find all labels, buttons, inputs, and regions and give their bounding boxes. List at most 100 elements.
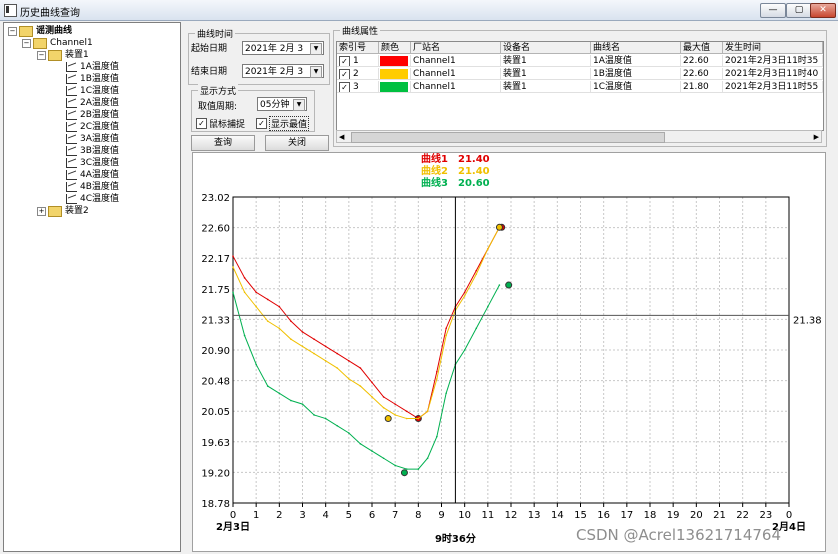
column-header[interactable]: 曲线名 (591, 42, 681, 54)
x-tick-label: 19 (667, 510, 680, 521)
horizontal-scrollbar[interactable]: ◀ ▶ (336, 130, 822, 143)
row-checkbox[interactable]: ✓ (339, 56, 350, 66)
row-index: 3 (353, 82, 359, 92)
scroll-left-icon[interactable]: ◀ (339, 133, 345, 141)
scrollbar-thumb[interactable] (351, 132, 665, 143)
start-date-value: 2021年 2月 3 (245, 44, 304, 54)
start-date-picker[interactable]: 2021年 2月 3 ▼ (242, 41, 324, 55)
query-button[interactable]: 查询 (191, 135, 255, 151)
watermark: CSDN @Acrel13621714764 (576, 526, 781, 544)
history-curve-chart[interactable]: 曲线1 21.40 曲线2 21.40 曲线3 20.60 23.02 22.60 22.17 2… (193, 152, 825, 551)
color-cell (379, 68, 411, 80)
collapse-icon[interactable]: − (37, 51, 46, 60)
series-point (278, 392, 281, 395)
column-header[interactable]: 设备名 (501, 42, 591, 54)
minimize-button[interactable]: — (760, 3, 786, 18)
line-chart-icon (66, 74, 77, 84)
series-point (266, 385, 269, 387)
maximize-button[interactable]: ▢ (786, 3, 812, 18)
mouse-capture-checkbox[interactable]: ✓ (196, 118, 207, 129)
series-point (336, 352, 339, 355)
end-date-value: 2021年 2月 3 (245, 67, 304, 77)
series-point (417, 417, 420, 420)
series-point (232, 266, 234, 268)
column-header[interactable]: 发生时间 (723, 42, 823, 54)
row-checkbox[interactable]: ✓ (339, 82, 350, 92)
column-header[interactable]: 最大值 (681, 42, 723, 54)
line-chart-icon (66, 134, 77, 144)
series-point (336, 367, 339, 369)
x-tick-label: 23 (759, 510, 772, 521)
color-cell (379, 55, 411, 67)
window-title: 历史曲线查询 (20, 8, 80, 19)
series-point (255, 305, 257, 308)
max-marker (505, 281, 513, 289)
curve-props-table[interactable]: 索引号 颜色 厂站名 设备名 曲线名 最大值 发生时间 ✓ 1 Channel1 装置1 1A温度值 2… (336, 41, 824, 131)
close-window-button[interactable]: ✕ (810, 3, 836, 18)
station-cell: Channel1 (411, 81, 501, 93)
row-index: 2 (353, 69, 359, 79)
x-tick-label: 0 (786, 510, 792, 521)
y-tick-label: 18.78 (201, 499, 230, 510)
max-value-cell: 22.60 (681, 55, 723, 67)
y-tick-label: 20.90 (201, 346, 230, 357)
legend-label: 曲线3 (421, 176, 448, 189)
period-select[interactable]: 05分钟 ▼ (257, 97, 307, 111)
column-header[interactable]: 索引号 (337, 42, 379, 54)
line-chart-icon (66, 62, 77, 72)
legend-value: 21.40 (458, 154, 490, 165)
close-button[interactable]: 关闭 (265, 135, 329, 151)
series-point (324, 360, 327, 362)
x-start-label: 2月3日 (216, 521, 250, 533)
legend-value: 21.40 (458, 166, 490, 177)
series-point (278, 327, 281, 330)
scroll-right-icon[interactable]: ▶ (813, 133, 819, 141)
color-cell (379, 81, 411, 93)
series-point (405, 410, 408, 413)
curve-tree[interactable]: − 谣测曲线 − Channel1 − 装置1 1A温度值 1B温度值 1C温度值 2… (3, 22, 181, 552)
end-date-picker[interactable]: 2021年 2月 3 ▼ (242, 64, 324, 78)
plot-area[interactable]: 曲线1 21.40 曲线2 21.40 曲线3 20.60 23.02 22.60 22.17 2… (192, 152, 826, 552)
expand-icon[interactable]: + (37, 207, 46, 216)
series-point (301, 403, 304, 405)
period-value: 05分钟 (260, 100, 290, 110)
series-point (498, 284, 501, 286)
y-tick-label: 21.75 (201, 285, 230, 296)
column-header[interactable]: 颜色 (379, 42, 411, 54)
row-index: 1 (353, 56, 359, 66)
display-mode-group-label: 显示方式 (198, 84, 239, 97)
series-point (336, 424, 339, 427)
series-point (301, 331, 304, 333)
dropdown-arrow-icon[interactable]: ▼ (310, 66, 322, 78)
tree-item-label: 2C温度值 (80, 122, 120, 132)
line-chart-icon (66, 98, 77, 108)
dropdown-arrow-icon[interactable]: ▼ (310, 43, 322, 55)
line-chart-icon (66, 86, 77, 96)
show-max-checkbox[interactable]: ✓ (256, 118, 267, 129)
series-point (232, 255, 234, 257)
x-tick-label: 11 (481, 510, 494, 521)
y-tick-label: 19.63 (201, 438, 230, 449)
time-cell: 2021年2月3日11时55 (723, 81, 823, 93)
curve-props-group-label: 曲线属性 (340, 24, 381, 37)
collapse-icon[interactable]: − (8, 27, 17, 36)
index-cell: ✓ 1 (337, 55, 379, 67)
series-point (394, 414, 396, 416)
dropdown-arrow-icon[interactable]: ▼ (293, 99, 305, 111)
tree-device2-label: 装置2 (65, 206, 89, 216)
series-point (436, 378, 438, 380)
x-tick-label: 6 (369, 510, 375, 521)
tree-item-label: 1A温度值 (80, 62, 119, 72)
index-cell: ✓ 3 (337, 81, 379, 93)
curve-name-cell: 1B温度值 (591, 68, 681, 80)
app-icon (4, 4, 17, 17)
collapse-icon[interactable]: − (22, 39, 31, 48)
column-header[interactable]: 厂站名 (411, 42, 501, 54)
x-tick-label: 7 (392, 510, 398, 521)
series-point (348, 378, 350, 380)
series-point (348, 432, 350, 434)
series-point (394, 403, 396, 405)
x-tick-label: 10 (458, 510, 471, 521)
mouse-capture-label: 鼠标捕捉 (209, 120, 246, 130)
row-checkbox[interactable]: ✓ (339, 69, 350, 79)
